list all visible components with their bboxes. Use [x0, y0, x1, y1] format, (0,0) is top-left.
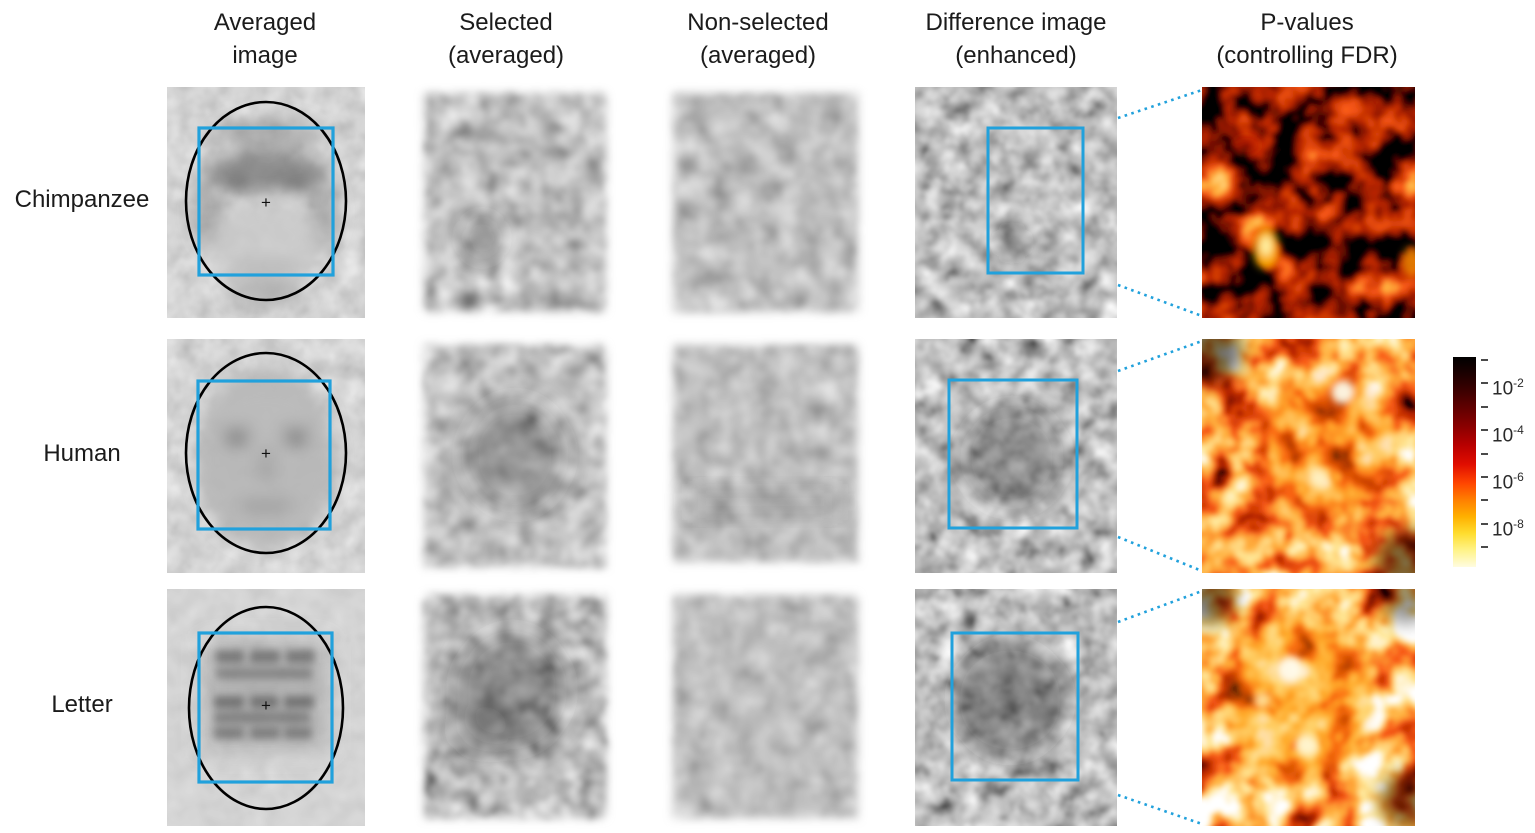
colorbar-tick: [1481, 406, 1488, 408]
panel-chimpanzee-pvalues: [1202, 87, 1415, 318]
fixation-cross: +: [261, 193, 271, 212]
roi-box: [986, 126, 1085, 275]
selected-shading: [452, 218, 567, 754]
head-outline-ellipse: [184, 100, 348, 302]
colorbar-tick: [1481, 523, 1488, 525]
colorbar-tick: [1481, 359, 1488, 361]
panel-human-nonselected: [673, 345, 858, 562]
colorbar-tick: [1481, 382, 1488, 384]
zoom-connector-lines: [1117, 88, 1203, 826]
panel-chimpanzee-selected: [424, 93, 606, 312]
row-label-human: Human: [43, 440, 121, 467]
colorbar-tick-label-1e-4: 10-4: [1492, 423, 1524, 447]
column-header-difference-image: Difference image (enhanced): [925, 9, 1107, 69]
column-header-pvalues: P-values (controlling FDR): [1216, 9, 1398, 69]
panel-chimpanzee-difference: [915, 87, 1117, 318]
roi-box: [197, 631, 334, 784]
head-outline-ellipse: [184, 351, 348, 555]
letter-block-blur: [205, 642, 327, 750]
roi-box: [947, 378, 1079, 530]
human-face-blur: [196, 368, 336, 548]
colorbar-tick: [1481, 476, 1488, 478]
colorbar-tick-label-1e-2: 10-2: [1492, 376, 1524, 400]
column-header-averaged-image: Averaged image: [213, 9, 317, 69]
row-label-chimpanzee: Chimpanzee: [14, 186, 150, 213]
panel-letter-nonselected: [673, 595, 858, 818]
row-label-letter: Letter: [51, 691, 113, 718]
difference-shading: [952, 229, 1068, 758]
panel-chimpanzee-nonselected: [673, 93, 858, 312]
pvalue-colorbar: [1453, 357, 1476, 567]
nonselected-shading: [690, 492, 840, 512]
column-header-nonselected: Non-selected (averaged): [687, 9, 829, 69]
fixation-cross: +: [261, 696, 271, 715]
head-outline-ellipse: [187, 605, 345, 811]
roi-box: [950, 631, 1080, 782]
colorbar-tick: [1481, 429, 1488, 431]
colorbar-tick-label-1e-6: 10-6: [1492, 470, 1524, 494]
roi-box: [197, 126, 335, 277]
pvalue-hotspots-chimpanzee: [1232, 135, 1415, 277]
colorbar-tick-label-1e-8: 10-8: [1492, 517, 1524, 541]
column-header-selected: Selected (averaged): [447, 9, 565, 69]
colorbar-tick: [1481, 546, 1488, 548]
roi-box: [196, 379, 332, 531]
pvalue-hotspots-human: [1202, 339, 1415, 573]
colorbar-tick: [1481, 453, 1488, 455]
chimpanzee-face-blur: [192, 117, 340, 304]
fixation-cross: +: [261, 444, 271, 463]
pvalue-hotspots-letter: [1202, 589, 1415, 826]
colorbar-tick: [1481, 499, 1488, 501]
